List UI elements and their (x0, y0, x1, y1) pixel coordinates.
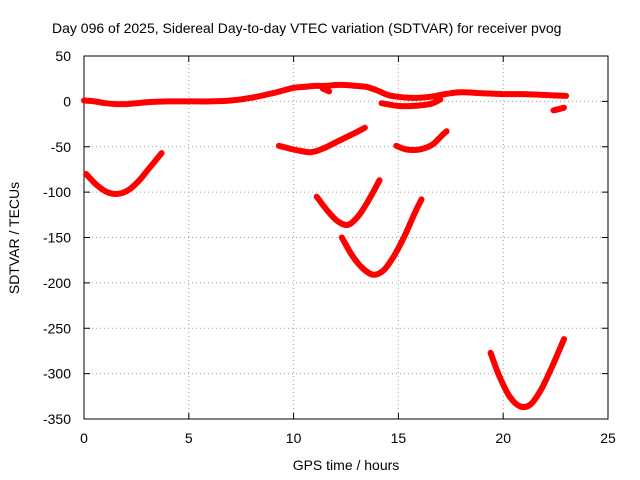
x-tick-label: 15 (391, 430, 407, 446)
series-arc-5 (378, 96, 444, 110)
y-tick-label: 0 (63, 93, 71, 109)
series-arc-6 (550, 104, 567, 114)
y-tick-label: -350 (43, 411, 71, 427)
plot-frame (83, 55, 609, 420)
series-arc-11 (338, 196, 425, 278)
series-arc-9 (393, 128, 450, 153)
x-tick-label: 20 (495, 430, 511, 446)
series-arc-3 (319, 85, 333, 95)
x-tick-label: 5 (185, 430, 193, 446)
data-series (81, 81, 570, 411)
y-tick-label: -150 (43, 230, 71, 246)
series-arc-12 (487, 336, 567, 411)
series-arc-4 (364, 83, 570, 101)
series-arc-7 (83, 150, 165, 197)
grid (84, 56, 608, 419)
chart-title: Day 096 of 2025, Sidereal Day-to-day VTE… (52, 20, 561, 36)
x-tick-label: 0 (80, 430, 88, 446)
x-axis-label: GPS time / hours (293, 457, 400, 473)
y-tick-label: -200 (43, 275, 71, 291)
series-arc-2 (143, 81, 370, 106)
y-tick-label: -300 (43, 366, 71, 382)
y-tick-label: -250 (43, 320, 71, 336)
series-arc-10 (313, 177, 383, 229)
y-tick-label: -100 (43, 184, 71, 200)
x-tick-label: 10 (286, 430, 302, 446)
series-arc-1 (81, 97, 150, 108)
y-tick-label: -50 (51, 139, 71, 155)
y-axis-label: SDTVAR / TECUs (6, 182, 22, 294)
axis-ticks: 50 0 -50 -100 -150 -200 -250 -300 -350 0 5 10 15 20 25 (43, 48, 616, 446)
y-tick-label: 50 (55, 48, 71, 64)
series-arc-8 (275, 124, 368, 156)
x-tick-label: 25 (600, 430, 616, 446)
